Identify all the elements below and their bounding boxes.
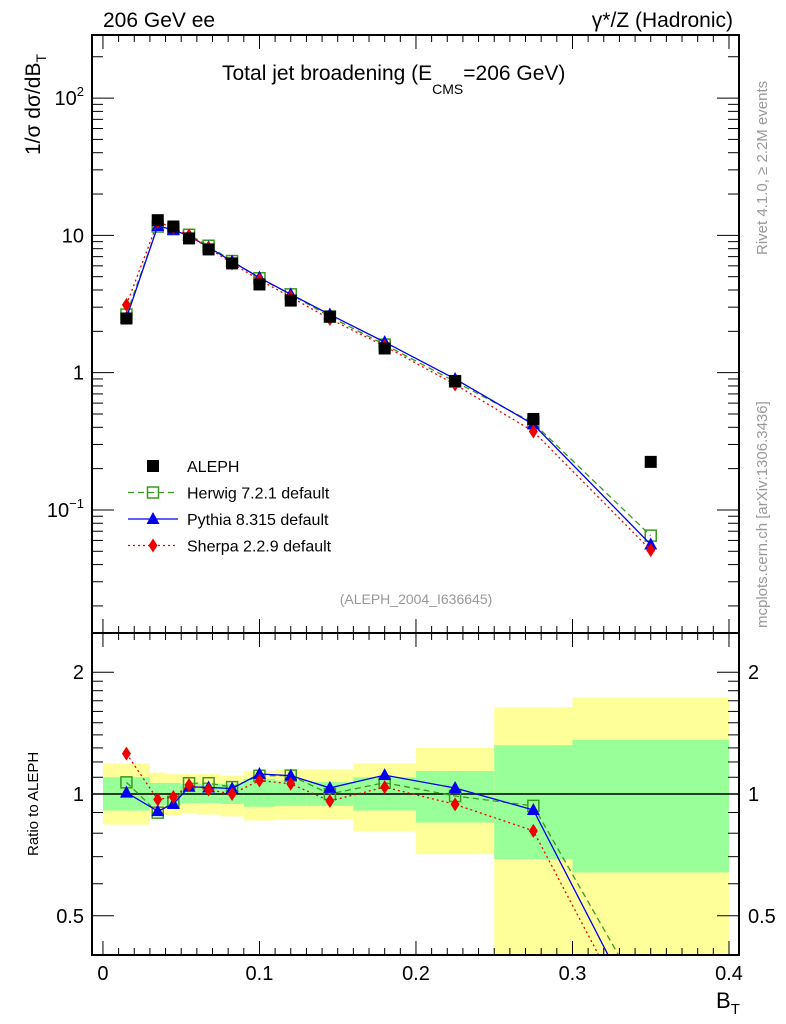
legend-item-sherpa: Sherpa 2.2.9 default [128,538,332,556]
y-axis-label: 1/σ dσ/dBT [22,54,49,155]
band-inner [415,770,495,823]
ratio-tick-label: 0.5 [748,906,776,928]
analysis-label: (ALEPH_2004_I636645) [340,591,493,607]
x-axis-label-main: B [716,988,731,1013]
y-tick-base: 10 [62,225,84,247]
data-point [253,278,266,291]
data-point [183,232,196,245]
plot-title-end: =206 GeV) [463,62,565,85]
data-point [284,294,297,307]
pythia-ratio-point [151,804,165,817]
x-tick-label: 0.3 [559,963,587,985]
data-point [120,312,133,325]
plot-title: Total jet broadening (ECMS=206 GeV) [222,62,565,97]
pythia-ratio-point [323,780,337,793]
pythia-ratio-point [284,768,298,781]
sherpa-ratio-point [528,823,538,838]
mcplots-label: mcplots.cern.ch [arXiv:1306.3436] [754,401,771,628]
ratio-tick-label: 2 [748,662,759,684]
data-point [449,374,462,387]
legend-label: ALEPH [187,459,239,476]
y-tick-label: 1 [73,363,84,385]
ratio-bands [92,697,739,955]
data-point [167,220,180,233]
sherpa-ratio-point [184,777,194,792]
sherpa-ratio-point [286,776,296,791]
ratio-tick-label: 1 [748,784,759,806]
data-point [323,310,336,323]
data-point [226,257,239,270]
header-right: γ*/Z (Hadronic) [592,9,733,32]
sherpa-point [528,424,538,439]
sherpa-ratio-point [380,780,390,795]
sherpa-ratio-point [450,797,460,812]
x-axis-label-sub: T [731,1001,740,1018]
y-tick-exponent: 2 [77,84,84,99]
sherpa-point [646,543,656,558]
pythia-ratio-point [119,785,133,798]
header-left: 206 GeV ee [103,9,215,32]
x-tick-label: 0.4 [715,963,743,985]
sherpa-ratio-point [227,787,237,801]
y-axis-label-sub: T [33,54,49,63]
x-tick-label: 0 [97,963,108,985]
x-tick-label: 0.1 [246,963,274,985]
data-point [378,342,391,355]
x-tick-label: 0.2 [402,963,430,985]
upper-series [119,214,658,558]
y-tick-label: 10−1 [47,496,84,522]
legend-item-data: ALEPH [147,459,239,476]
ratio-tick-label: 2 [73,662,84,684]
data-point [202,243,215,256]
y-axis-label-main: 1/σ dσ/dB [22,63,45,155]
legend-marker-triangle [146,512,160,524]
data-point [151,214,164,227]
legend-label: Sherpa 2.2.9 default [187,539,332,556]
sherpa-ratio-point [254,773,264,788]
legend-marker-square-filled [147,460,159,472]
pythia-ratio-point [448,781,462,794]
y-tick-base: 10 [47,500,69,522]
ratio-tick-label: 1 [73,784,84,806]
ratio-axis-label: Ratio to ALEPH [25,752,42,856]
sherpa-ratio-point [121,746,131,761]
legend-marker-square-open [146,486,160,499]
rivet-label: Rivet 4.1.0, ≥ 2.2M events [754,81,771,255]
pythia-ratio-point [526,802,540,815]
y-tick-label: 102 [55,84,84,110]
y-tick-label: 10 [62,225,84,247]
sherpa-ratio-point [325,794,335,809]
x-axis-label: BT [716,988,740,1018]
plot-title-sub: CMS [432,81,463,97]
pythia-ratio-point [252,766,266,779]
legend-label: Pythia 8.315 default [187,512,329,529]
band-inner [572,739,729,873]
pythia-ratio-point [378,768,392,781]
sherpa-ratio-point [153,792,163,807]
data-point [527,412,540,425]
legend-label: Herwig 7.2.1 default [187,486,330,503]
y-tick-base: 1 [73,363,84,385]
sherpa-ratio-point [204,782,214,797]
legend-item-pythia: Pythia 8.315 default [128,512,329,529]
plot-title-main: Total jet broadening (E [222,62,432,85]
legend: ALEPH Herwig 7.2.1 default Pythia 8.315 de… [128,459,332,556]
legend-item-herwig: Herwig 7.2.1 default [128,486,330,503]
sherpa-point [121,297,131,312]
data-point [644,455,657,468]
sherpa-ratio-point [168,790,178,805]
legend-marker-diamond [148,538,158,553]
y-tick-exponent: −1 [69,496,84,511]
y-tick-base: 10 [55,88,77,110]
ratio-series [119,746,620,955]
ratio-tick-label: 0.5 [56,906,84,928]
